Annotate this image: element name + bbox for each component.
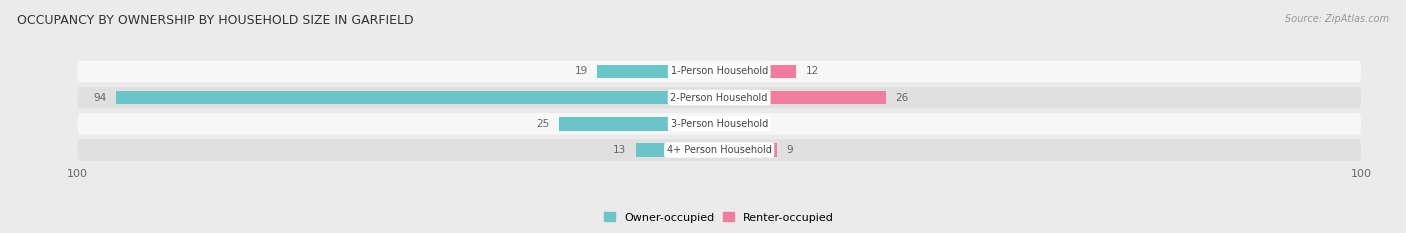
Text: 0: 0	[728, 119, 735, 129]
FancyBboxPatch shape	[77, 61, 1361, 82]
Bar	[636, 143, 720, 157]
Bar	[720, 91, 886, 104]
Text: 19: 19	[574, 66, 588, 76]
Text: 25: 25	[536, 119, 550, 129]
Text: 12: 12	[806, 66, 820, 76]
Text: 2-Person Household: 2-Person Household	[671, 93, 768, 103]
Legend: Owner-occupied, Renter-occupied: Owner-occupied, Renter-occupied	[605, 212, 834, 223]
Text: 3-Person Household: 3-Person Household	[671, 119, 768, 129]
FancyBboxPatch shape	[77, 139, 1361, 161]
Text: OCCUPANCY BY OWNERSHIP BY HOUSEHOLD SIZE IN GARFIELD: OCCUPANCY BY OWNERSHIP BY HOUSEHOLD SIZE…	[17, 14, 413, 27]
Bar	[720, 143, 778, 157]
Text: 4+ Person Household: 4+ Person Household	[666, 145, 772, 155]
Bar	[558, 117, 720, 130]
Text: 9: 9	[786, 145, 793, 155]
Text: 1-Person Household: 1-Person Household	[671, 66, 768, 76]
FancyBboxPatch shape	[77, 113, 1361, 134]
FancyBboxPatch shape	[77, 87, 1361, 108]
Text: 26: 26	[896, 93, 908, 103]
Text: 13: 13	[613, 145, 626, 155]
Bar	[598, 65, 720, 78]
Bar	[115, 91, 720, 104]
Text: 94: 94	[93, 93, 107, 103]
Bar	[720, 65, 796, 78]
Text: Source: ZipAtlas.com: Source: ZipAtlas.com	[1285, 14, 1389, 24]
